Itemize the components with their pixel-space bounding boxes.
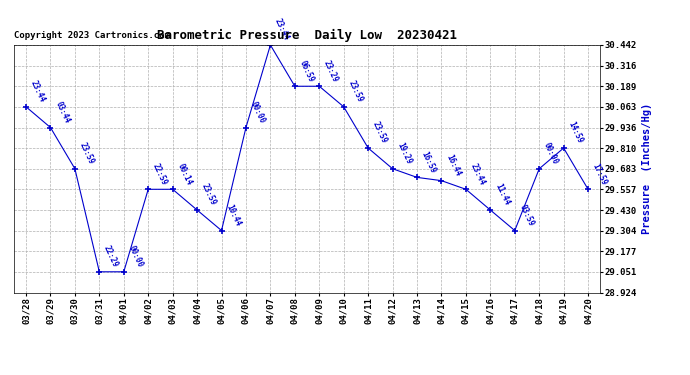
Y-axis label: Pressure  (Inches/Hg): Pressure (Inches/Hg) xyxy=(642,103,652,234)
Text: 22:59: 22:59 xyxy=(151,162,169,186)
Text: 23:59: 23:59 xyxy=(200,183,218,207)
Text: 17:59: 17:59 xyxy=(591,162,609,186)
Text: 00:00: 00:00 xyxy=(542,141,560,166)
Text: 16:44: 16:44 xyxy=(444,153,462,178)
Text: Copyright 2023 Cartronics.com: Copyright 2023 Cartronics.com xyxy=(14,31,170,40)
Text: 23:44: 23:44 xyxy=(273,18,291,42)
Text: 00:00: 00:00 xyxy=(126,244,144,269)
Title: Barometric Pressure  Daily Low  20230421: Barometric Pressure Daily Low 20230421 xyxy=(157,29,457,42)
Text: 00:00: 00:00 xyxy=(248,100,266,125)
Text: 23:44: 23:44 xyxy=(469,162,486,186)
Text: 23:59: 23:59 xyxy=(346,79,364,104)
Text: 06:59: 06:59 xyxy=(297,59,315,84)
Text: 10:44: 10:44 xyxy=(224,203,242,228)
Text: 19:29: 19:29 xyxy=(395,141,413,166)
Text: 03:59: 03:59 xyxy=(518,203,535,228)
Text: 14:59: 14:59 xyxy=(566,120,584,145)
Text: 23:59: 23:59 xyxy=(78,141,96,166)
Text: 16:59: 16:59 xyxy=(420,150,437,175)
Text: 23:29: 23:29 xyxy=(322,59,340,84)
Text: 22:29: 22:29 xyxy=(102,244,120,269)
Text: 11:44: 11:44 xyxy=(493,183,511,207)
Text: 00:14: 00:14 xyxy=(175,162,193,186)
Text: 03:44: 03:44 xyxy=(53,100,71,125)
Text: 23:59: 23:59 xyxy=(371,120,389,145)
Text: 23:44: 23:44 xyxy=(29,79,47,104)
